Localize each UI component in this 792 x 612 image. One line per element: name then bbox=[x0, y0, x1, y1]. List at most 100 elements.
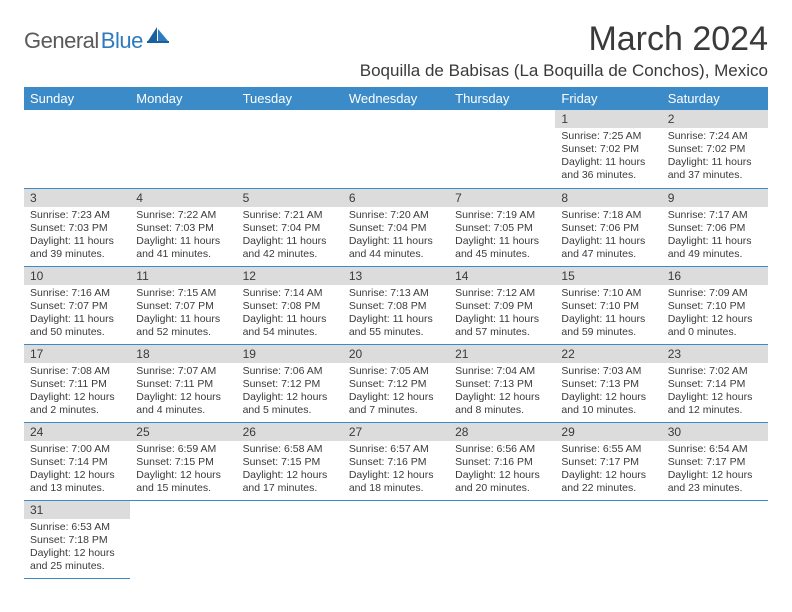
weekday-header: Friday bbox=[555, 87, 661, 110]
day-number: 3 bbox=[24, 189, 130, 207]
day-number: 1 bbox=[555, 110, 661, 128]
calendar-cell: 29Sunrise: 6:55 AMSunset: 7:17 PMDayligh… bbox=[555, 422, 661, 500]
day-details: Sunrise: 7:16 AMSunset: 7:07 PMDaylight:… bbox=[24, 285, 130, 344]
calendar-cell bbox=[343, 110, 449, 188]
day-details: Sunrise: 7:02 AMSunset: 7:14 PMDaylight:… bbox=[662, 363, 768, 422]
day-number: 4 bbox=[130, 189, 236, 207]
calendar-cell: 3Sunrise: 7:23 AMSunset: 7:03 PMDaylight… bbox=[24, 188, 130, 266]
day-number: 19 bbox=[237, 345, 343, 363]
day-details: Sunrise: 7:03 AMSunset: 7:13 PMDaylight:… bbox=[555, 363, 661, 422]
weekday-header: Saturday bbox=[662, 87, 768, 110]
day-number: 23 bbox=[662, 345, 768, 363]
calendar-cell: 4Sunrise: 7:22 AMSunset: 7:03 PMDaylight… bbox=[130, 188, 236, 266]
day-details: Sunrise: 6:59 AMSunset: 7:15 PMDaylight:… bbox=[130, 441, 236, 500]
day-number: 9 bbox=[662, 189, 768, 207]
calendar-cell bbox=[237, 110, 343, 188]
day-details: Sunrise: 7:12 AMSunset: 7:09 PMDaylight:… bbox=[449, 285, 555, 344]
day-number: 13 bbox=[343, 267, 449, 285]
calendar-cell: 30Sunrise: 6:54 AMSunset: 7:17 PMDayligh… bbox=[662, 422, 768, 500]
calendar-cell bbox=[24, 110, 130, 188]
day-number: 5 bbox=[237, 189, 343, 207]
weekday-header: Sunday bbox=[24, 87, 130, 110]
day-number: 15 bbox=[555, 267, 661, 285]
day-number: 17 bbox=[24, 345, 130, 363]
day-details: Sunrise: 7:23 AMSunset: 7:03 PMDaylight:… bbox=[24, 207, 130, 266]
weekday-header: Monday bbox=[130, 87, 236, 110]
day-details: Sunrise: 7:10 AMSunset: 7:10 PMDaylight:… bbox=[555, 285, 661, 344]
day-number: 26 bbox=[237, 423, 343, 441]
day-number: 30 bbox=[662, 423, 768, 441]
day-number: 11 bbox=[130, 267, 236, 285]
day-details: Sunrise: 7:09 AMSunset: 7:10 PMDaylight:… bbox=[662, 285, 768, 344]
day-number: 7 bbox=[449, 189, 555, 207]
day-number: 31 bbox=[24, 501, 130, 519]
calendar-cell: 14Sunrise: 7:12 AMSunset: 7:09 PMDayligh… bbox=[449, 266, 555, 344]
calendar-cell: 7Sunrise: 7:19 AMSunset: 7:05 PMDaylight… bbox=[449, 188, 555, 266]
weekday-header: Tuesday bbox=[237, 87, 343, 110]
day-number: 24 bbox=[24, 423, 130, 441]
logo: GeneralBlue bbox=[24, 26, 169, 55]
calendar-table: SundayMondayTuesdayWednesdayThursdayFrid… bbox=[24, 87, 768, 579]
day-details: Sunrise: 6:57 AMSunset: 7:16 PMDaylight:… bbox=[343, 441, 449, 500]
calendar-cell bbox=[555, 500, 661, 578]
location: Boquilla de Babisas (La Boquilla de Conc… bbox=[360, 61, 768, 81]
day-details: Sunrise: 7:05 AMSunset: 7:12 PMDaylight:… bbox=[343, 363, 449, 422]
day-details: Sunrise: 7:19 AMSunset: 7:05 PMDaylight:… bbox=[449, 207, 555, 266]
calendar-cell: 15Sunrise: 7:10 AMSunset: 7:10 PMDayligh… bbox=[555, 266, 661, 344]
day-details: Sunrise: 7:25 AMSunset: 7:02 PMDaylight:… bbox=[555, 128, 661, 187]
day-number: 12 bbox=[237, 267, 343, 285]
calendar-cell: 21Sunrise: 7:04 AMSunset: 7:13 PMDayligh… bbox=[449, 344, 555, 422]
day-details: Sunrise: 7:08 AMSunset: 7:11 PMDaylight:… bbox=[24, 363, 130, 422]
calendar-cell: 27Sunrise: 6:57 AMSunset: 7:16 PMDayligh… bbox=[343, 422, 449, 500]
day-details: Sunrise: 6:55 AMSunset: 7:17 PMDaylight:… bbox=[555, 441, 661, 500]
calendar-cell: 9Sunrise: 7:17 AMSunset: 7:06 PMDaylight… bbox=[662, 188, 768, 266]
calendar-cell: 10Sunrise: 7:16 AMSunset: 7:07 PMDayligh… bbox=[24, 266, 130, 344]
day-number: 6 bbox=[343, 189, 449, 207]
day-details: Sunrise: 7:18 AMSunset: 7:06 PMDaylight:… bbox=[555, 207, 661, 266]
day-details: Sunrise: 7:24 AMSunset: 7:02 PMDaylight:… bbox=[662, 128, 768, 187]
weekday-header: Thursday bbox=[449, 87, 555, 110]
day-number: 29 bbox=[555, 423, 661, 441]
logo-text-general: General bbox=[24, 28, 99, 54]
calendar-cell: 23Sunrise: 7:02 AMSunset: 7:14 PMDayligh… bbox=[662, 344, 768, 422]
day-details: Sunrise: 7:17 AMSunset: 7:06 PMDaylight:… bbox=[662, 207, 768, 266]
day-number: 20 bbox=[343, 345, 449, 363]
day-number: 21 bbox=[449, 345, 555, 363]
calendar-cell: 13Sunrise: 7:13 AMSunset: 7:08 PMDayligh… bbox=[343, 266, 449, 344]
calendar-cell bbox=[130, 500, 236, 578]
sail-icon bbox=[147, 26, 169, 49]
calendar-cell: 26Sunrise: 6:58 AMSunset: 7:15 PMDayligh… bbox=[237, 422, 343, 500]
weekday-header: Wednesday bbox=[343, 87, 449, 110]
day-number: 22 bbox=[555, 345, 661, 363]
calendar-cell bbox=[130, 110, 236, 188]
day-number: 25 bbox=[130, 423, 236, 441]
calendar-cell: 18Sunrise: 7:07 AMSunset: 7:11 PMDayligh… bbox=[130, 344, 236, 422]
calendar-cell: 1Sunrise: 7:25 AMSunset: 7:02 PMDaylight… bbox=[555, 110, 661, 188]
calendar-cell bbox=[662, 500, 768, 578]
day-number: 28 bbox=[449, 423, 555, 441]
day-details: Sunrise: 7:00 AMSunset: 7:14 PMDaylight:… bbox=[24, 441, 130, 500]
calendar-cell: 6Sunrise: 7:20 AMSunset: 7:04 PMDaylight… bbox=[343, 188, 449, 266]
calendar-cell: 22Sunrise: 7:03 AMSunset: 7:13 PMDayligh… bbox=[555, 344, 661, 422]
calendar-cell: 12Sunrise: 7:14 AMSunset: 7:08 PMDayligh… bbox=[237, 266, 343, 344]
day-number: 14 bbox=[449, 267, 555, 285]
day-number: 10 bbox=[24, 267, 130, 285]
day-details: Sunrise: 7:21 AMSunset: 7:04 PMDaylight:… bbox=[237, 207, 343, 266]
calendar-cell bbox=[449, 500, 555, 578]
calendar-cell: 20Sunrise: 7:05 AMSunset: 7:12 PMDayligh… bbox=[343, 344, 449, 422]
calendar-cell: 24Sunrise: 7:00 AMSunset: 7:14 PMDayligh… bbox=[24, 422, 130, 500]
calendar-cell bbox=[449, 110, 555, 188]
day-number: 16 bbox=[662, 267, 768, 285]
day-number: 8 bbox=[555, 189, 661, 207]
calendar-cell: 19Sunrise: 7:06 AMSunset: 7:12 PMDayligh… bbox=[237, 344, 343, 422]
month-title: March 2024 bbox=[360, 20, 768, 59]
calendar-cell: 11Sunrise: 7:15 AMSunset: 7:07 PMDayligh… bbox=[130, 266, 236, 344]
calendar-cell: 28Sunrise: 6:56 AMSunset: 7:16 PMDayligh… bbox=[449, 422, 555, 500]
calendar-cell: 31Sunrise: 6:53 AMSunset: 7:18 PMDayligh… bbox=[24, 500, 130, 578]
day-details: Sunrise: 6:53 AMSunset: 7:18 PMDaylight:… bbox=[24, 519, 130, 578]
day-details: Sunrise: 7:07 AMSunset: 7:11 PMDaylight:… bbox=[130, 363, 236, 422]
day-details: Sunrise: 7:22 AMSunset: 7:03 PMDaylight:… bbox=[130, 207, 236, 266]
calendar-cell: 2Sunrise: 7:24 AMSunset: 7:02 PMDaylight… bbox=[662, 110, 768, 188]
calendar-cell: 25Sunrise: 6:59 AMSunset: 7:15 PMDayligh… bbox=[130, 422, 236, 500]
day-number: 2 bbox=[662, 110, 768, 128]
